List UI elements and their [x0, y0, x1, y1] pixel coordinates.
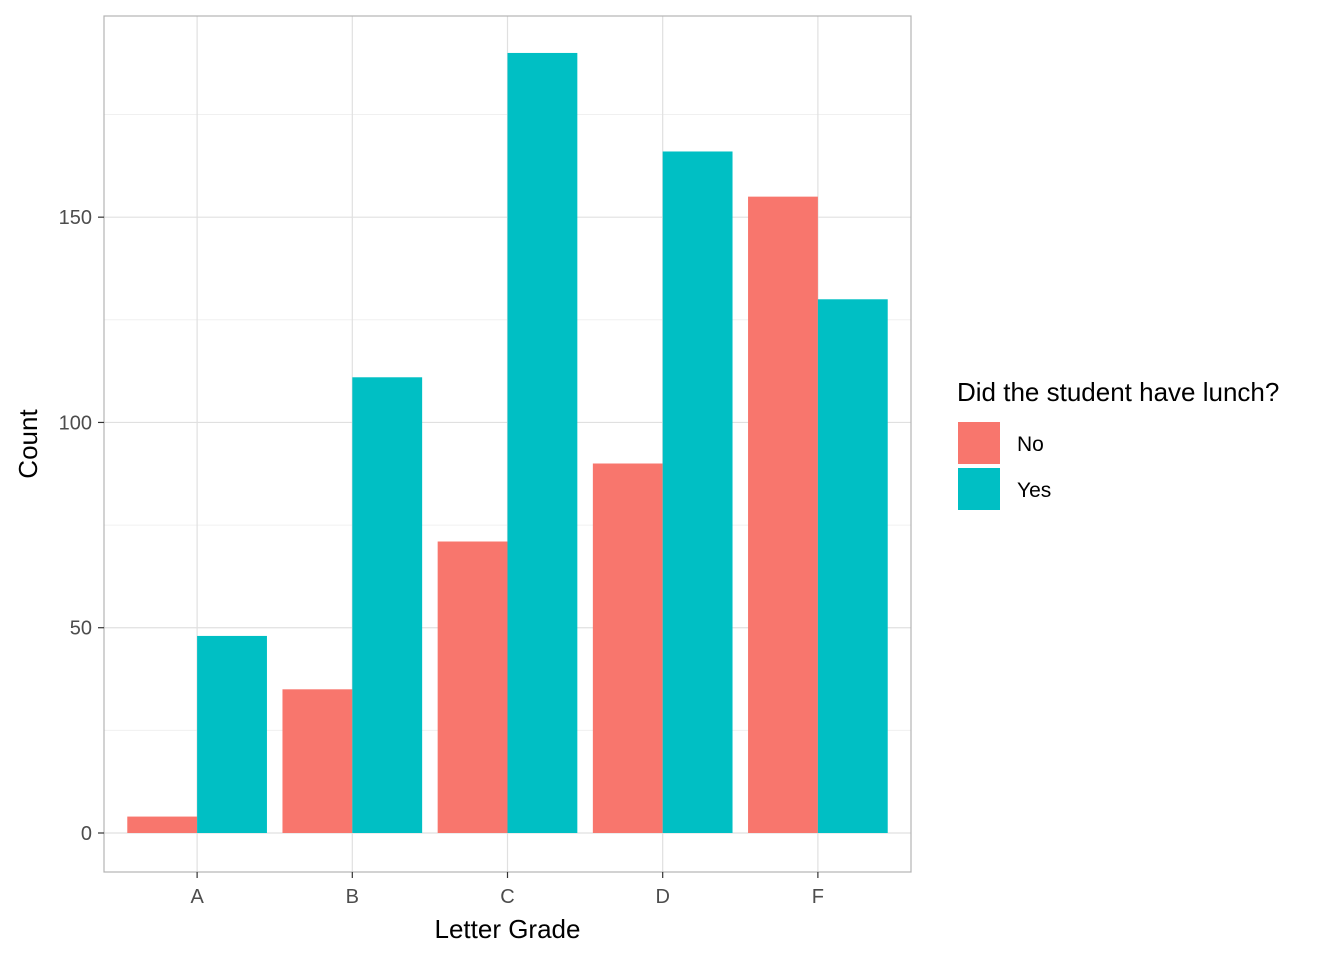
- legend-key-no: [958, 422, 1000, 464]
- bars: [127, 52, 888, 833]
- x-tick-label: A: [190, 886, 204, 908]
- y-tick-label: 50: [70, 618, 92, 640]
- x-tick-label: F: [812, 886, 824, 908]
- y-tick-label: 0: [81, 823, 92, 845]
- y-tick-label: 100: [59, 412, 92, 434]
- y-axis-title: Count: [13, 409, 43, 479]
- bar-B-no: [282, 689, 353, 833]
- bar-C-no: [437, 541, 508, 833]
- bar-C-yes: [507, 52, 578, 833]
- y-tick-label: 150: [59, 207, 92, 229]
- bar-B-yes: [352, 377, 423, 833]
- legend-title: Did the student have lunch?: [957, 377, 1279, 407]
- x-tick-label: B: [346, 886, 359, 908]
- legend-label-yes: Yes: [1017, 479, 1051, 502]
- bar-F-yes: [817, 299, 888, 833]
- legend-key-yes: [958, 468, 1000, 510]
- bar-D-no: [592, 463, 663, 833]
- x-tick-label: D: [655, 886, 669, 908]
- legend: Did the student have lunch? No Yes: [957, 377, 1279, 510]
- x-axis-title: Letter Grade: [435, 914, 581, 944]
- bar-A-yes: [197, 635, 267, 833]
- bar-D-yes: [662, 151, 733, 833]
- bar-F-no: [748, 196, 818, 833]
- legend-label-no: No: [1017, 433, 1044, 456]
- x-tick-label: C: [500, 886, 514, 908]
- bar-A-no: [127, 816, 198, 833]
- y-axis-ticks: 0 50 100 150: [59, 207, 104, 845]
